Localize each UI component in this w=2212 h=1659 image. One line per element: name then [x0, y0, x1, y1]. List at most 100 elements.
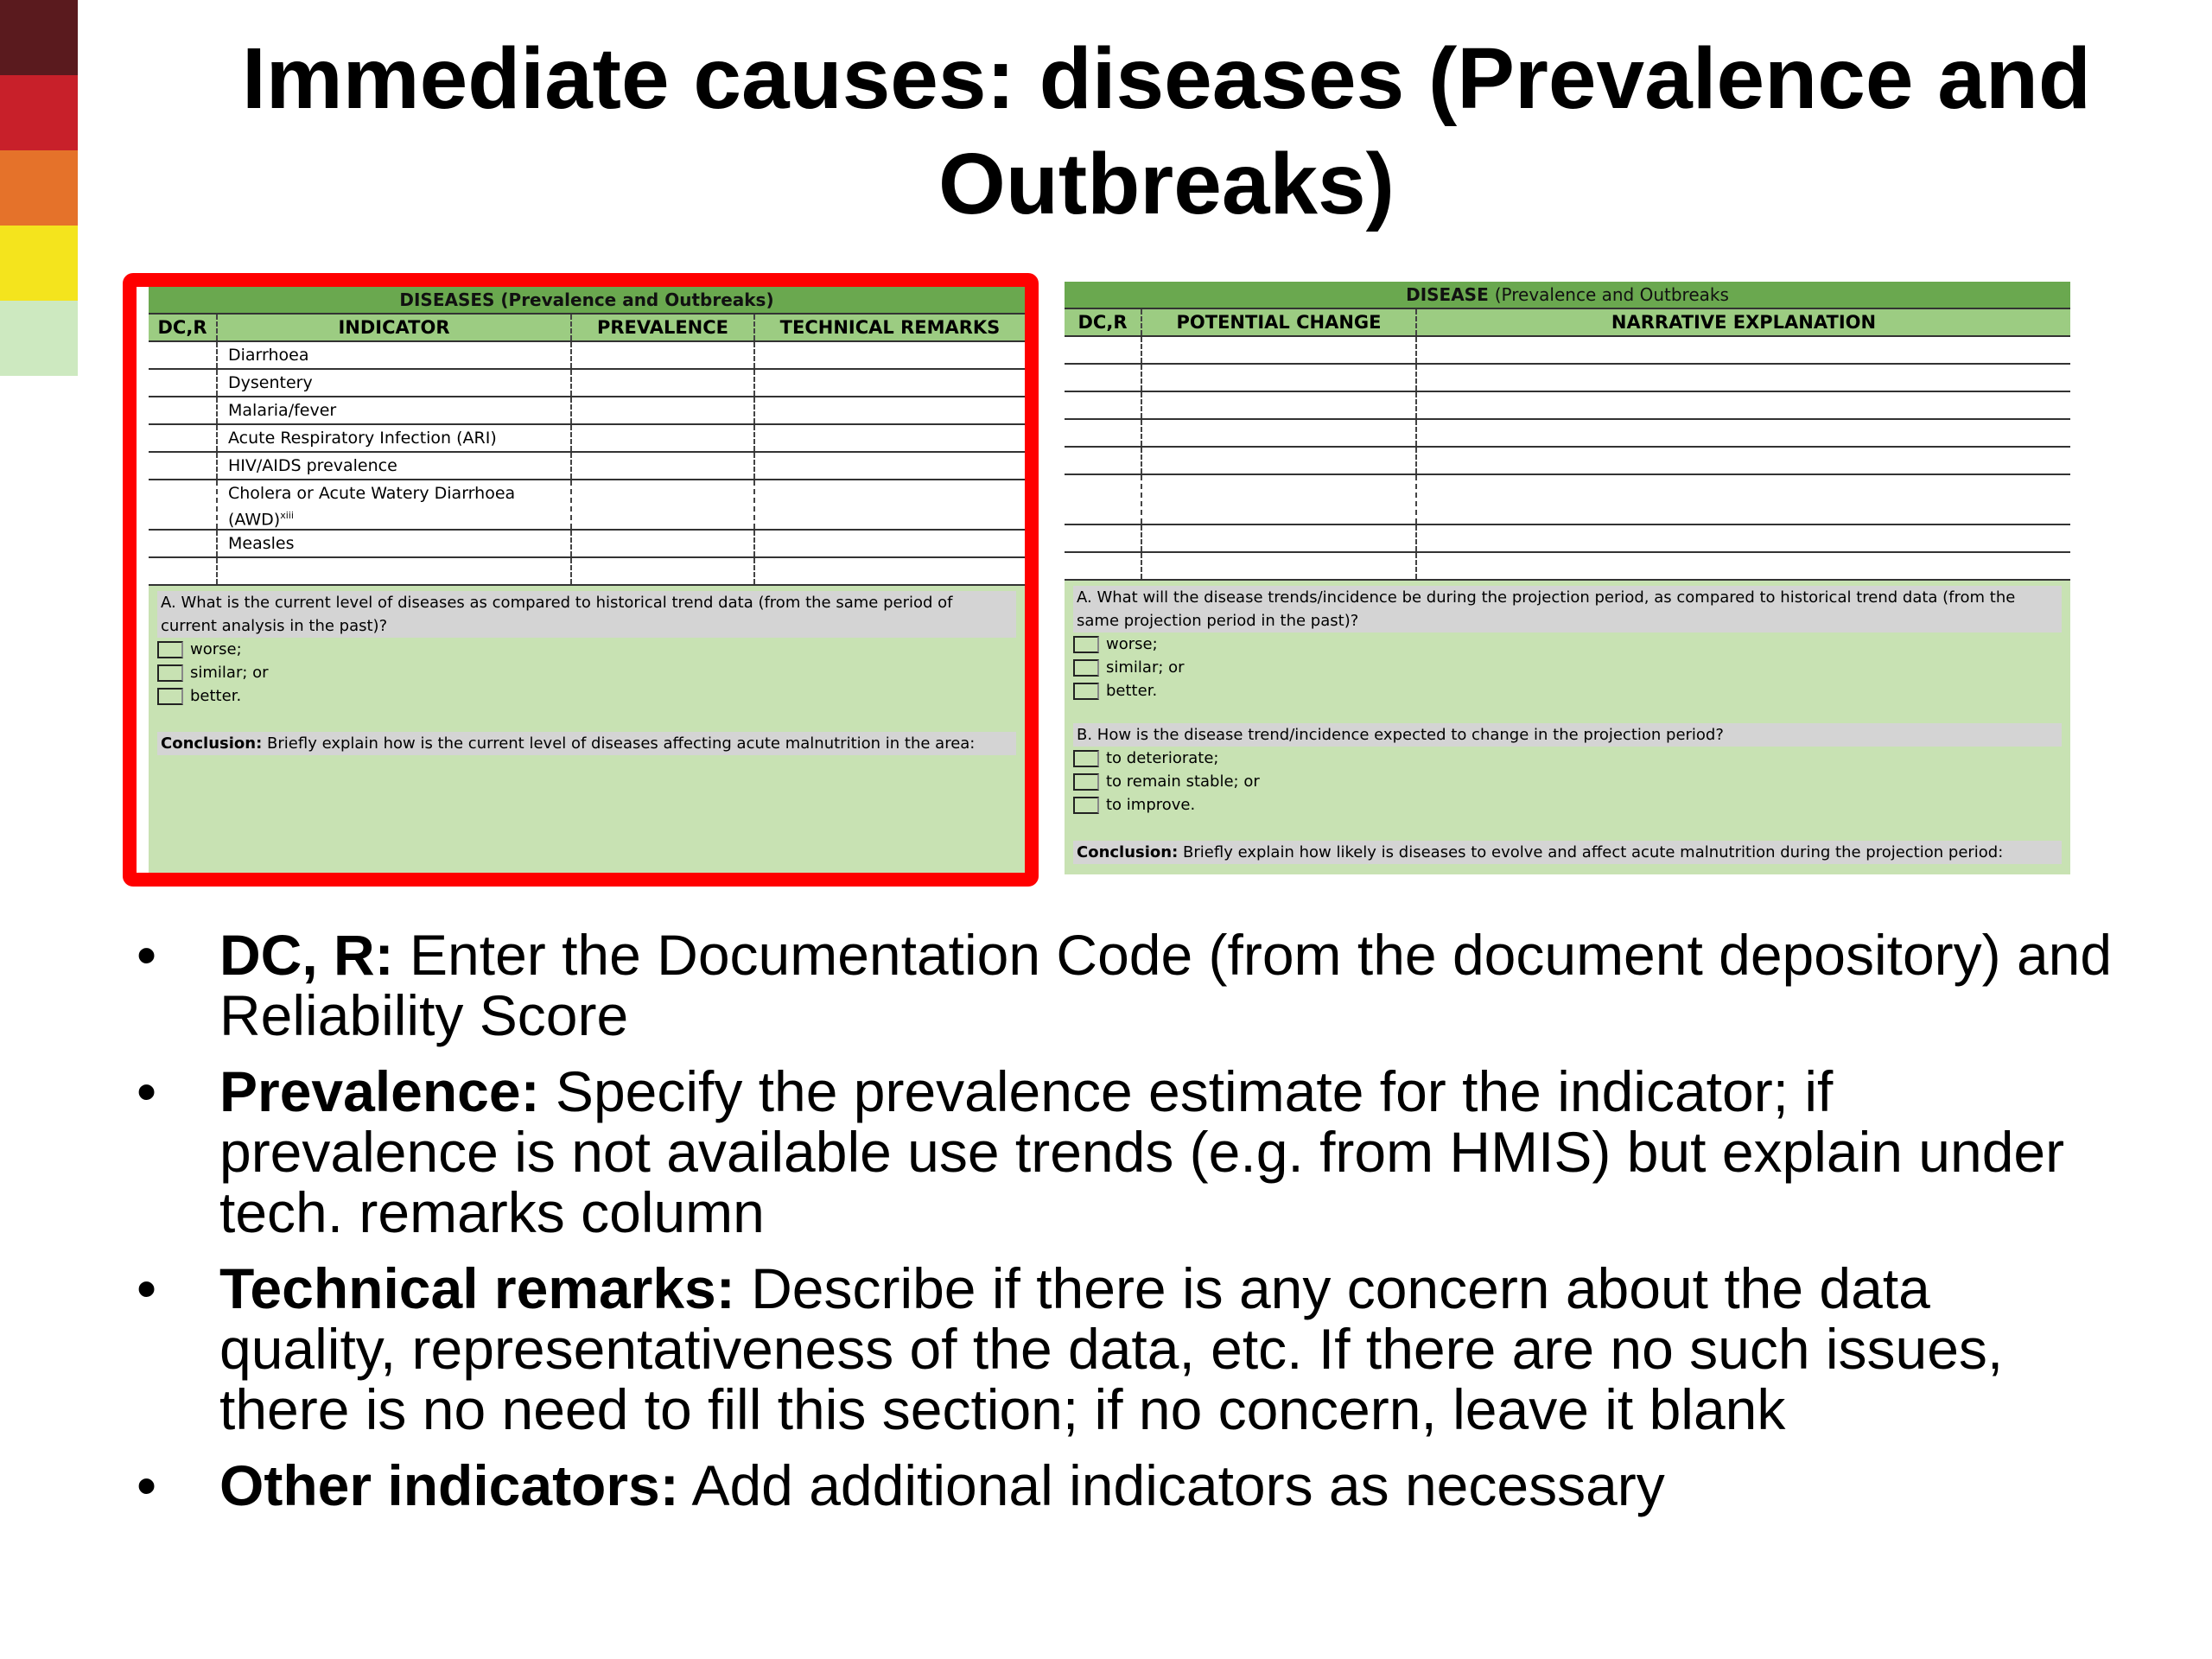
- dcr-cell[interactable]: [149, 531, 218, 556]
- dcr-cell[interactable]: [149, 342, 218, 368]
- indicator-cell: Malaria/fever: [218, 397, 572, 423]
- bullet-text: Add additional indicators as necessary: [691, 1453, 1665, 1517]
- change-cell[interactable]: [1142, 475, 1417, 524]
- dcr-cell[interactable]: [1065, 475, 1142, 524]
- table-row: [1065, 448, 2070, 475]
- change-cell[interactable]: [1142, 448, 1417, 474]
- prevalence-cell[interactable]: [572, 342, 755, 368]
- bullet-text: Enter the Documentation Code (from the d…: [219, 923, 2113, 1047]
- option-better[interactable]: better.: [1073, 679, 2062, 702]
- highlight-frame: [123, 273, 1039, 887]
- footnote-marker: xiii: [280, 510, 294, 521]
- checkbox[interactable]: [1073, 658, 1099, 677]
- checkbox[interactable]: [157, 687, 183, 705]
- change-cell[interactable]: [1142, 337, 1417, 363]
- prevalence-cell[interactable]: [572, 397, 755, 423]
- dcr-cell[interactable]: [1065, 337, 1142, 363]
- narrative-cell[interactable]: [1417, 448, 2070, 474]
- dcr-cell[interactable]: [1065, 525, 1142, 551]
- checkbox[interactable]: [1073, 682, 1099, 700]
- checkbox[interactable]: [157, 640, 183, 658]
- dcr-cell[interactable]: [149, 453, 218, 479]
- option-stable[interactable]: to remain stable; or: [1073, 770, 2062, 793]
- checkbox[interactable]: [1073, 772, 1099, 791]
- change-cell[interactable]: [1142, 420, 1417, 446]
- dcr-cell[interactable]: [1065, 365, 1142, 391]
- dcr-cell[interactable]: [1065, 420, 1142, 446]
- table-row: [1065, 420, 2070, 448]
- stripe-block: [0, 150, 78, 226]
- narrative-cell[interactable]: [1417, 475, 2070, 524]
- narrative-cell[interactable]: [1417, 525, 2070, 551]
- dcr-cell[interactable]: [149, 558, 218, 584]
- table-row: [1065, 553, 2070, 581]
- narrative-cell[interactable]: [1417, 337, 2070, 363]
- prevalence-cell[interactable]: [572, 558, 755, 584]
- col-header-indicator: INDICATOR: [218, 315, 572, 340]
- form-title-bold: DISEASE: [1406, 284, 1489, 305]
- col-header-narrative: NARRATIVE EXPLANATION: [1611, 312, 1877, 333]
- bullet-term: Technical remarks:: [219, 1256, 735, 1320]
- bullet-term: DC, R:: [219, 923, 394, 987]
- stripe-block: [0, 75, 78, 150]
- change-cell[interactable]: [1142, 553, 1417, 579]
- change-cell[interactable]: [1142, 365, 1417, 391]
- dcr-cell[interactable]: [1065, 392, 1142, 418]
- prevalence-cell[interactable]: [572, 425, 755, 451]
- conclusion-label: Conclusion:: [1077, 843, 1179, 861]
- col-header-technical-remarks: TECHNICAL REMARKS: [779, 317, 1001, 338]
- dcr-cell[interactable]: [149, 425, 218, 451]
- prevalence-cell[interactable]: [572, 531, 755, 556]
- table-row: Diarrhoea: [149, 342, 1025, 370]
- prevalence-cell[interactable]: [572, 480, 755, 529]
- checkbox[interactable]: [1073, 749, 1099, 767]
- spacer: [1073, 702, 2062, 723]
- change-cell[interactable]: [1142, 525, 1417, 551]
- option-label: worse;: [190, 640, 242, 658]
- current-analysis-form: DISEASES (Prevalence and Outbreaks) DC,R…: [149, 287, 1025, 874]
- table-row: Acute Respiratory Infection (ARI): [149, 425, 1025, 453]
- projection-form: DISEASE (Prevalence and Outbreaks DC,R P…: [1065, 282, 2070, 874]
- checkbox[interactable]: [1073, 635, 1099, 653]
- narrative-cell[interactable]: [1417, 392, 2070, 418]
- question-section: A. What will the disease trends/incidenc…: [1065, 581, 2070, 864]
- table-row: Dysentery: [149, 370, 1025, 397]
- checkbox[interactable]: [1073, 796, 1099, 814]
- option-deteriorate[interactable]: to deteriorate;: [1073, 747, 2062, 770]
- dcr-cell[interactable]: [149, 397, 218, 423]
- narrative-cell[interactable]: [1417, 365, 2070, 391]
- bullet-term: Prevalence:: [219, 1059, 540, 1123]
- option-similar[interactable]: similar; or: [1073, 656, 2062, 679]
- option-label: similar; or: [1106, 658, 1185, 677]
- form-title-rest: (Prevalence and Outbreaks: [1494, 284, 1729, 305]
- bullet-text: Describe if there is any concern about t…: [219, 1256, 2004, 1441]
- dcr-cell[interactable]: [149, 480, 218, 529]
- col-header-prevalence: PREVALENCE: [572, 315, 755, 340]
- conclusion-text: Briefly explain how likely is diseases t…: [1183, 843, 2004, 861]
- option-similar[interactable]: similar; or: [157, 661, 1016, 684]
- narrative-cell[interactable]: [1417, 553, 2070, 579]
- option-improve[interactable]: to improve.: [1073, 793, 2062, 817]
- question-a: A. What will the disease trends/incidenc…: [1073, 586, 2062, 632]
- dcr-cell[interactable]: [1065, 553, 1142, 579]
- option-better[interactable]: better.: [157, 684, 1016, 708]
- bullet-list: • DC, R: Enter the Documentation Code (fr…: [130, 925, 2117, 1531]
- indicator-cell: Acute Respiratory Infection (ARI): [218, 425, 572, 451]
- checkbox[interactable]: [157, 664, 183, 682]
- conclusion-text: Briefly explain how is the current level…: [267, 734, 976, 753]
- dcr-cell[interactable]: [1065, 448, 1142, 474]
- prevalence-cell[interactable]: [572, 453, 755, 479]
- option-worse[interactable]: worse;: [1073, 632, 2062, 656]
- col-header-potential-change: POTENTIAL CHANGE: [1142, 309, 1417, 335]
- prevalence-cell[interactable]: [572, 370, 755, 396]
- dcr-cell[interactable]: [149, 370, 218, 396]
- conclusion-prompt: Conclusion: Briefly explain how is the c…: [157, 732, 1016, 755]
- option-worse[interactable]: worse;: [157, 638, 1016, 661]
- form-title: DISEASES (Prevalence and Outbreaks): [149, 287, 1025, 315]
- option-label: better.: [190, 687, 242, 705]
- narrative-cell[interactable]: [1417, 420, 2070, 446]
- bullet-dot: •: [137, 1453, 157, 1517]
- option-label: better.: [1106, 682, 1158, 700]
- indicator-cell: Diarrhoea: [218, 342, 572, 368]
- change-cell[interactable]: [1142, 392, 1417, 418]
